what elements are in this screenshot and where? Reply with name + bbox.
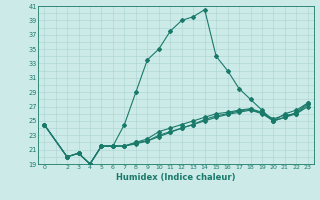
X-axis label: Humidex (Indice chaleur): Humidex (Indice chaleur) (116, 173, 236, 182)
